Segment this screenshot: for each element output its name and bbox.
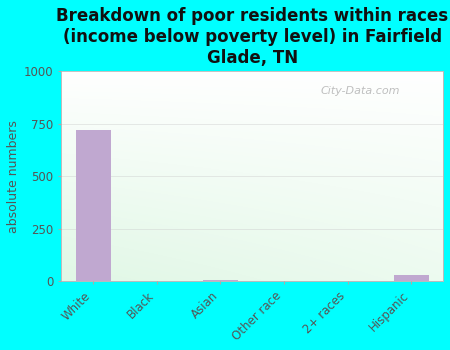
- Bar: [76, 130, 111, 281]
- Bar: [203, 280, 238, 281]
- Title: Breakdown of poor residents within races
(income below poverty level) in Fairfie: Breakdown of poor residents within races…: [56, 7, 448, 66]
- Bar: [394, 275, 429, 281]
- Y-axis label: absolute numbers: absolute numbers: [7, 120, 20, 233]
- Text: City-Data.com: City-Data.com: [321, 86, 400, 96]
